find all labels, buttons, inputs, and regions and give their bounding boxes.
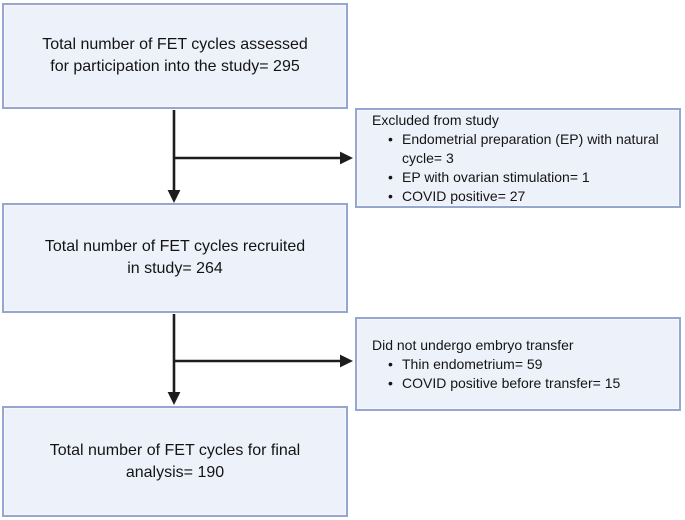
list-item: • Thin endometrium= 59 bbox=[388, 355, 671, 374]
bullet-icon: • bbox=[388, 187, 393, 204]
no-transfer-title: Did not undergo embryo transfer bbox=[372, 336, 574, 353]
excluded-title: Excluded from study bbox=[372, 111, 499, 128]
box-total-recruited: Total number of FET cycles recruited in … bbox=[2, 203, 348, 313]
list-item-text: Thin endometrium= 59 bbox=[402, 355, 543, 372]
list-item: • Endometrial preparation (EP) with natu… bbox=[388, 130, 671, 168]
list-item-text: EP with ovarian stimulation= 1 bbox=[402, 168, 590, 185]
box-total-assessed-line1: Total number of FET cycles assessed bbox=[42, 36, 308, 53]
box-total-recruited-line1: Total number of FET cycles recruited bbox=[44, 238, 306, 255]
box-total-assessed-line2: for participation into the study= 295 bbox=[50, 58, 300, 75]
box-excluded-from-study: Excluded from study • Endometrial prepar… bbox=[355, 108, 681, 208]
list-item-text: COVID positive= 27 bbox=[402, 187, 526, 204]
box-did-not-undergo-embryo-transfer: Did not undergo embryo transfer • Thin e… bbox=[355, 317, 681, 411]
box-total-final-line1: Total number of FET cycles for final bbox=[49, 441, 301, 459]
arrow-down-1-head-icon bbox=[167, 190, 181, 203]
list-item-text: COVID positive before transfer= 15 bbox=[402, 374, 621, 391]
bullet-icon: • bbox=[388, 168, 393, 185]
box-total-final-analysis-text: Total number of FET cycles for final ana… bbox=[50, 440, 300, 484]
bullet-icon: • bbox=[388, 130, 393, 147]
box-total-final-line2: analysis= 190 bbox=[125, 463, 225, 481]
box-total-assessed: Total number of FET cycles assessed for … bbox=[2, 3, 348, 109]
box-total-final-analysis: Total number of FET cycles for final ana… bbox=[2, 406, 348, 517]
box-total-recruited-text: Total number of FET cycles recruited in … bbox=[45, 236, 305, 280]
box-total-recruited-line2: in study= 264 bbox=[127, 260, 223, 277]
arrow-right-2-head-icon bbox=[340, 354, 353, 368]
bullet-icon: • bbox=[388, 355, 393, 372]
list-item: • EP with ovarian stimulation= 1 bbox=[388, 168, 671, 187]
list-item: • COVID positive before transfer= 15 bbox=[388, 374, 671, 393]
arrow-right-1-head-icon bbox=[340, 151, 353, 165]
box-total-assessed-text: Total number of FET cycles assessed for … bbox=[42, 34, 308, 78]
list-item: • COVID positive= 27 bbox=[388, 187, 671, 206]
bullet-icon: • bbox=[388, 374, 393, 391]
arrow-down-2-head-icon bbox=[167, 392, 181, 405]
list-item-text: Endometrial preparation (EP) with natura… bbox=[402, 130, 659, 166]
